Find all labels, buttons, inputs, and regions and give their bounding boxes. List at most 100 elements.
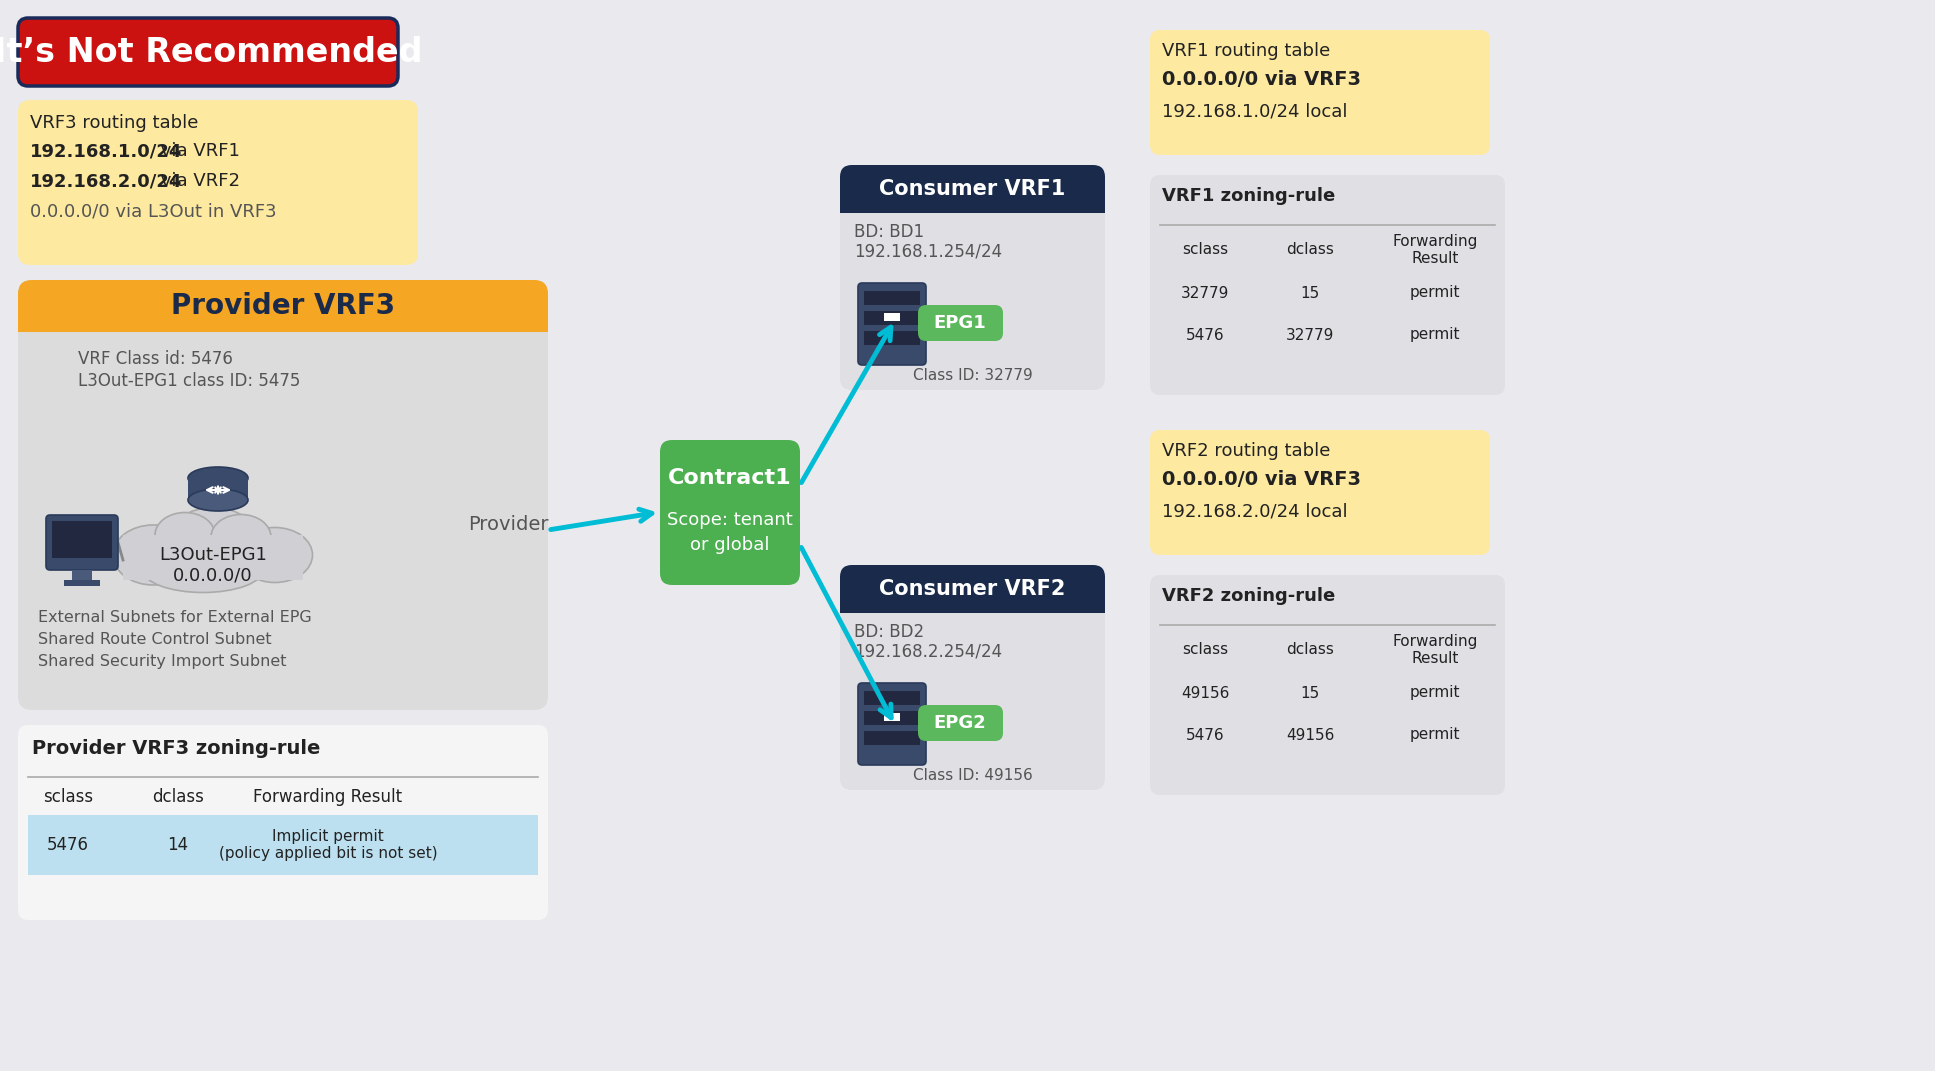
Text: L3Out-EPG1 class ID: 5475: L3Out-EPG1 class ID: 5475 bbox=[77, 372, 300, 390]
Text: dclass: dclass bbox=[153, 788, 203, 806]
FancyBboxPatch shape bbox=[17, 725, 548, 920]
Ellipse shape bbox=[188, 489, 248, 511]
Text: Provider VRF3 zoning-rule: Provider VRF3 zoning-rule bbox=[33, 739, 321, 758]
Text: sclass: sclass bbox=[43, 788, 93, 806]
Text: 15: 15 bbox=[1300, 286, 1320, 301]
Text: Scope: tenant: Scope: tenant bbox=[668, 511, 793, 529]
Text: VRF2 routing table: VRF2 routing table bbox=[1163, 442, 1331, 461]
Text: EPG1: EPG1 bbox=[933, 314, 987, 332]
FancyBboxPatch shape bbox=[857, 283, 927, 365]
Text: 192.168.1.254/24: 192.168.1.254/24 bbox=[853, 243, 1002, 261]
Bar bbox=[1159, 716, 1496, 753]
Text: 0.0.0.0/0 via VRF3: 0.0.0.0/0 via VRF3 bbox=[1163, 470, 1360, 489]
Text: Consumer VRF1: Consumer VRF1 bbox=[878, 179, 1066, 199]
Text: or global: or global bbox=[691, 536, 770, 554]
Bar bbox=[865, 311, 919, 325]
Text: permit: permit bbox=[1411, 727, 1461, 742]
Ellipse shape bbox=[112, 525, 194, 585]
Bar bbox=[188, 478, 248, 500]
Bar bbox=[27, 815, 538, 875]
Text: permit: permit bbox=[1411, 328, 1461, 343]
Text: Class ID: 32779: Class ID: 32779 bbox=[913, 368, 1033, 383]
Text: permit: permit bbox=[1411, 685, 1461, 700]
Text: 14: 14 bbox=[168, 836, 188, 854]
Text: via VRF1: via VRF1 bbox=[155, 142, 240, 160]
Bar bbox=[1159, 317, 1496, 353]
Text: sclass: sclass bbox=[1182, 242, 1229, 257]
Text: External Subnets for External EPG: External Subnets for External EPG bbox=[39, 610, 312, 625]
FancyBboxPatch shape bbox=[660, 440, 799, 585]
Text: 49156: 49156 bbox=[1180, 685, 1229, 700]
Text: dclass: dclass bbox=[1287, 242, 1333, 257]
Text: 15: 15 bbox=[1300, 685, 1320, 700]
Text: dclass: dclass bbox=[1287, 643, 1333, 658]
Ellipse shape bbox=[188, 467, 248, 489]
Text: 0.0.0.0/0 via VRF3: 0.0.0.0/0 via VRF3 bbox=[1163, 70, 1360, 89]
Text: Forwarding
Result: Forwarding Result bbox=[1393, 233, 1478, 267]
FancyBboxPatch shape bbox=[840, 565, 1105, 613]
Ellipse shape bbox=[211, 514, 271, 559]
Text: VRF1 routing table: VRF1 routing table bbox=[1163, 42, 1329, 60]
Bar bbox=[64, 580, 101, 586]
FancyBboxPatch shape bbox=[857, 683, 927, 765]
Bar bbox=[865, 731, 919, 745]
Text: Consumer VRF2: Consumer VRF2 bbox=[878, 579, 1066, 599]
FancyBboxPatch shape bbox=[17, 280, 548, 710]
Text: 49156: 49156 bbox=[1287, 727, 1335, 742]
Text: 5476: 5476 bbox=[46, 836, 89, 854]
FancyBboxPatch shape bbox=[840, 165, 1105, 390]
Text: BD: BD1: BD: BD1 bbox=[853, 223, 925, 241]
Bar bbox=[865, 331, 919, 345]
Bar bbox=[884, 313, 900, 321]
FancyBboxPatch shape bbox=[17, 18, 399, 86]
Text: VRF3 routing table: VRF3 routing table bbox=[31, 114, 199, 132]
Text: 5476: 5476 bbox=[1186, 328, 1225, 343]
Text: 192.168.2.254/24: 192.168.2.254/24 bbox=[853, 643, 1002, 661]
Text: It’s Not Recommended: It’s Not Recommended bbox=[0, 35, 422, 69]
FancyBboxPatch shape bbox=[1149, 429, 1490, 555]
Ellipse shape bbox=[168, 508, 257, 573]
Bar bbox=[72, 570, 93, 580]
Text: BD: BD2: BD: BD2 bbox=[853, 623, 925, 642]
Text: Contract1: Contract1 bbox=[668, 468, 791, 488]
Text: 0.0.0.0/0 via L3Out in VRF3: 0.0.0.0/0 via L3Out in VRF3 bbox=[31, 202, 277, 220]
Text: 32779: 32779 bbox=[1180, 286, 1229, 301]
FancyBboxPatch shape bbox=[46, 515, 118, 570]
Bar bbox=[17, 306, 548, 332]
Text: L3Out-EPG1: L3Out-EPG1 bbox=[159, 546, 267, 564]
Text: Forwarding
Result: Forwarding Result bbox=[1393, 634, 1478, 666]
FancyBboxPatch shape bbox=[917, 705, 1002, 741]
Text: 192.168.1.0/24 local: 192.168.1.0/24 local bbox=[1163, 102, 1347, 120]
Text: Provider: Provider bbox=[468, 515, 548, 534]
FancyBboxPatch shape bbox=[17, 280, 548, 332]
Ellipse shape bbox=[238, 528, 312, 583]
FancyBboxPatch shape bbox=[917, 305, 1002, 341]
Text: Class ID: 49156: Class ID: 49156 bbox=[913, 769, 1033, 784]
Bar bbox=[1159, 675, 1496, 711]
Text: permit: permit bbox=[1411, 286, 1461, 301]
FancyBboxPatch shape bbox=[1149, 175, 1505, 395]
Text: Shared Route Control Subnet: Shared Route Control Subnet bbox=[39, 632, 271, 647]
Text: VRF Class id: 5476: VRF Class id: 5476 bbox=[77, 350, 232, 368]
Text: VRF2 zoning-rule: VRF2 zoning-rule bbox=[1163, 587, 1335, 605]
FancyBboxPatch shape bbox=[17, 100, 418, 265]
Bar bbox=[124, 536, 304, 580]
Bar bbox=[865, 691, 919, 705]
FancyBboxPatch shape bbox=[1149, 30, 1490, 155]
Text: 192.168.2.0/24: 192.168.2.0/24 bbox=[31, 172, 182, 190]
Text: 192.168.1.0/24: 192.168.1.0/24 bbox=[31, 142, 182, 160]
Text: VRF1 zoning-rule: VRF1 zoning-rule bbox=[1163, 187, 1335, 205]
Ellipse shape bbox=[155, 513, 215, 558]
Bar bbox=[884, 713, 900, 721]
FancyBboxPatch shape bbox=[1149, 575, 1505, 795]
Bar bbox=[840, 188, 1105, 213]
Text: 32779: 32779 bbox=[1287, 328, 1335, 343]
Text: sclass: sclass bbox=[1182, 643, 1229, 658]
Bar bbox=[865, 711, 919, 725]
Text: Provider VRF3: Provider VRF3 bbox=[170, 292, 395, 320]
Text: via VRF2: via VRF2 bbox=[155, 172, 240, 190]
Text: EPG2: EPG2 bbox=[933, 714, 987, 731]
Ellipse shape bbox=[143, 547, 263, 592]
FancyBboxPatch shape bbox=[840, 165, 1105, 213]
Bar bbox=[52, 521, 112, 558]
